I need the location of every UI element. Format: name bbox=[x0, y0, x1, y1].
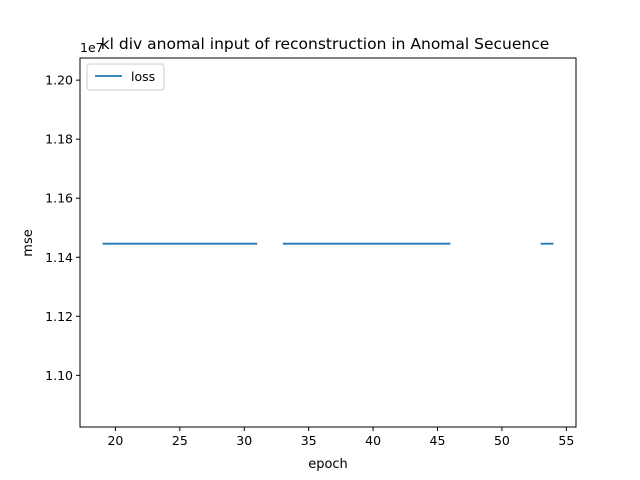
x-tick-label: 55 bbox=[558, 433, 574, 448]
legend-box bbox=[86, 63, 165, 91]
x-axis-label: epoch bbox=[308, 457, 348, 472]
y-tick-label: 1.16 bbox=[45, 191, 73, 206]
x-tick-label: 20 bbox=[107, 433, 123, 448]
x-tick-label: 30 bbox=[236, 433, 252, 448]
y-tick-label: 1.10 bbox=[45, 368, 73, 383]
legend: loss bbox=[86, 63, 165, 91]
y-tick-label: 1.20 bbox=[45, 73, 73, 88]
legend-label-loss: loss bbox=[131, 69, 155, 84]
x-tick-label: 25 bbox=[172, 433, 188, 448]
plot-frame bbox=[79, 57, 577, 428]
chart-title: kl div anomal input of reconstruction in… bbox=[101, 35, 550, 53]
y-tick-label: 1.12 bbox=[45, 309, 73, 324]
x-tick-label: 40 bbox=[365, 433, 381, 448]
y-tick-label: 1.18 bbox=[45, 132, 73, 147]
y-axis-label: mse bbox=[21, 229, 36, 256]
x-tick-label: 35 bbox=[301, 433, 317, 448]
x-tick-label: 45 bbox=[430, 433, 446, 448]
x-tick-label: 50 bbox=[494, 433, 510, 448]
y-offset-label: 1e7 bbox=[80, 40, 104, 55]
y-tick-label: 1.14 bbox=[45, 250, 73, 265]
